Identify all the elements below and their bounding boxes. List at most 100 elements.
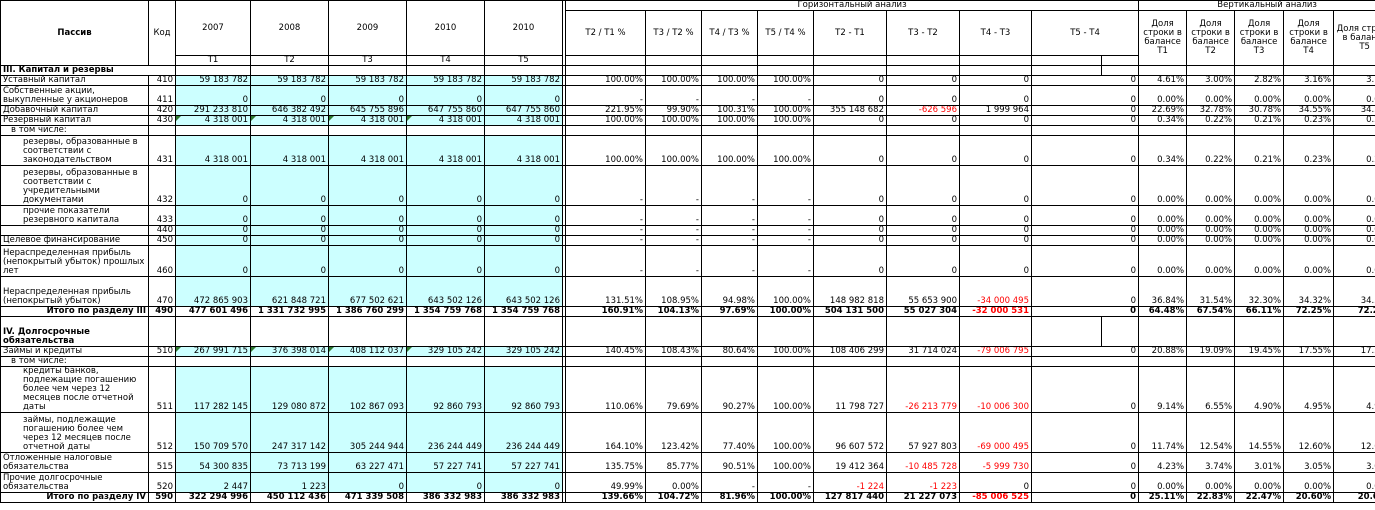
horizontal-value: 110.06% <box>565 366 646 413</box>
horizontal-value: 0 <box>1030 412 1140 453</box>
period-value: 0 <box>484 225 563 236</box>
horizontal-value: 85.77% <box>645 452 702 473</box>
vertical-value: 0.00% <box>1333 472 1375 493</box>
row-label: Итого по разделу III <box>0 306 149 317</box>
row-code: 433 <box>148 205 176 226</box>
vertical-value: 0.00% <box>1234 245 1285 277</box>
period-value: 0 <box>328 205 407 226</box>
horizontal-value: 0 <box>1030 245 1140 277</box>
horizontal-value: 0 <box>1030 205 1140 226</box>
horizontal-value: -34 000 495 <box>959 276 1032 307</box>
horizontal-value <box>813 356 887 367</box>
header-horiz-col: Т3 - Т2 <box>886 10 960 56</box>
horizontal-value <box>1030 125 1140 136</box>
vertical-value: 20.60% <box>1333 492 1375 503</box>
empty-cell <box>565 65 646 76</box>
empty-cell <box>701 65 758 76</box>
empty-cell <box>1186 316 1236 347</box>
row-code: 440 <box>148 225 176 236</box>
vertical-value: 0.00% <box>1333 85 1375 106</box>
empty-cell <box>406 65 485 76</box>
row-code: 450 <box>148 235 176 246</box>
horizontal-value: - <box>701 205 758 226</box>
horizontal-value: - <box>565 235 646 246</box>
period-value: 0 <box>175 165 251 206</box>
vertical-value: 0.23% <box>1333 115 1375 126</box>
vertical-value <box>1234 125 1285 136</box>
empty-cell <box>1186 65 1236 76</box>
table-row: Целевое финансирование 450 0 0 0 0 0- - - -0 0 0 0 0.… <box>0 235 1375 246</box>
empty-cell <box>1333 65 1375 76</box>
horizontal-value: - <box>701 165 758 206</box>
horizontal-value: 100.00% <box>757 276 814 307</box>
horizontal-value: 11 798 727 <box>813 366 887 413</box>
period-value: 0 <box>406 225 485 236</box>
horizontal-value: 0 <box>886 165 960 206</box>
horizontal-value: 0 <box>1030 276 1140 307</box>
horizontal-value: 100.00% <box>757 135 814 166</box>
horizontal-value: 0 <box>1030 366 1140 413</box>
period-value: 4 318 001 <box>406 115 485 126</box>
period-value: 0 <box>484 245 563 277</box>
empty-cell <box>1138 65 1188 76</box>
horizontal-value: 55 653 900 <box>886 276 960 307</box>
period-value: 0 <box>406 85 485 106</box>
horizontal-value: 0 <box>813 205 887 226</box>
horizontal-value: 108.95% <box>645 276 702 307</box>
row-code: 590 <box>148 492 176 503</box>
vertical-value <box>1333 356 1375 367</box>
row-label <box>0 225 149 236</box>
horizontal-value: 0 <box>886 205 960 226</box>
table-row: резервы, образованные в соответствии с з… <box>0 135 1375 166</box>
vertical-value: 17.55% <box>1283 346 1335 357</box>
section-title: III. Капитал и резервы <box>0 65 176 76</box>
empty-cell <box>484 65 563 76</box>
vertical-value: 0.00% <box>1138 235 1188 246</box>
horizontal-value: 135.75% <box>565 452 646 473</box>
horizontal-value: 0 <box>813 235 887 246</box>
row-label: в том числе: <box>0 125 149 136</box>
vertical-value: 0.00% <box>1234 85 1285 106</box>
horizontal-value: -1 223 <box>886 472 960 493</box>
empty-cell <box>959 65 1032 76</box>
vertical-value: 3.74% <box>1186 452 1236 473</box>
period-value <box>250 125 329 136</box>
vertical-value: 3.16% <box>1283 75 1335 86</box>
vertical-value: 0.00% <box>1333 165 1375 206</box>
row-code: 515 <box>148 452 176 473</box>
horizontal-value: 0 <box>1030 492 1140 503</box>
header-year-5: 2010 <box>484 0 563 56</box>
horizontal-value: 0 <box>1030 346 1140 357</box>
horizontal-value: 0 <box>1030 105 1140 116</box>
row-label: Нераспределенная прибыль (непокрытый убы… <box>0 245 149 277</box>
period-value: 0 <box>484 205 563 226</box>
empty-cell <box>1234 65 1285 76</box>
header-period: Т1 <box>175 55 251 66</box>
table-row: Прочие долгосрочные обязательства 520 2 44… <box>0 472 1375 493</box>
period-value <box>406 356 485 367</box>
empty-cell <box>328 316 407 347</box>
header-horiz-col: Т2 / Т1 % <box>565 10 646 56</box>
vertical-value: 19.09% <box>1186 346 1236 357</box>
header-year-4: 2010 <box>406 0 485 56</box>
vertical-value: 0.00% <box>1138 472 1188 493</box>
vertical-value: 19.45% <box>1234 346 1285 357</box>
horizontal-value: -626 596 <box>886 105 960 116</box>
table-row: прочие показатели резервного капитала 433… <box>0 205 1375 226</box>
horizontal-value: 0 <box>886 225 960 236</box>
horizontal-value: - <box>757 205 814 226</box>
vertical-value: 0.00% <box>1186 85 1236 106</box>
horizontal-value: 0 <box>959 472 1032 493</box>
horizontal-value: 0 <box>959 205 1032 226</box>
horizontal-value: - <box>645 205 702 226</box>
horizontal-value: 100.00% <box>757 346 814 357</box>
header-passiv: Пассив <box>0 0 149 66</box>
row-code: 432 <box>148 165 176 206</box>
period-value: 408 112 037 <box>328 346 407 357</box>
vertical-value <box>1234 356 1285 367</box>
period-value: 0 <box>175 245 251 277</box>
horizontal-value: - <box>757 235 814 246</box>
horizontal-value: 0 <box>1030 472 1140 493</box>
vertical-value <box>1138 125 1188 136</box>
horizontal-value <box>701 125 758 136</box>
